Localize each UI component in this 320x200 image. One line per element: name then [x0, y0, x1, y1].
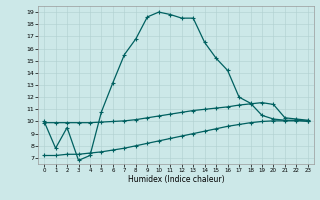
X-axis label: Humidex (Indice chaleur): Humidex (Indice chaleur): [128, 175, 224, 184]
